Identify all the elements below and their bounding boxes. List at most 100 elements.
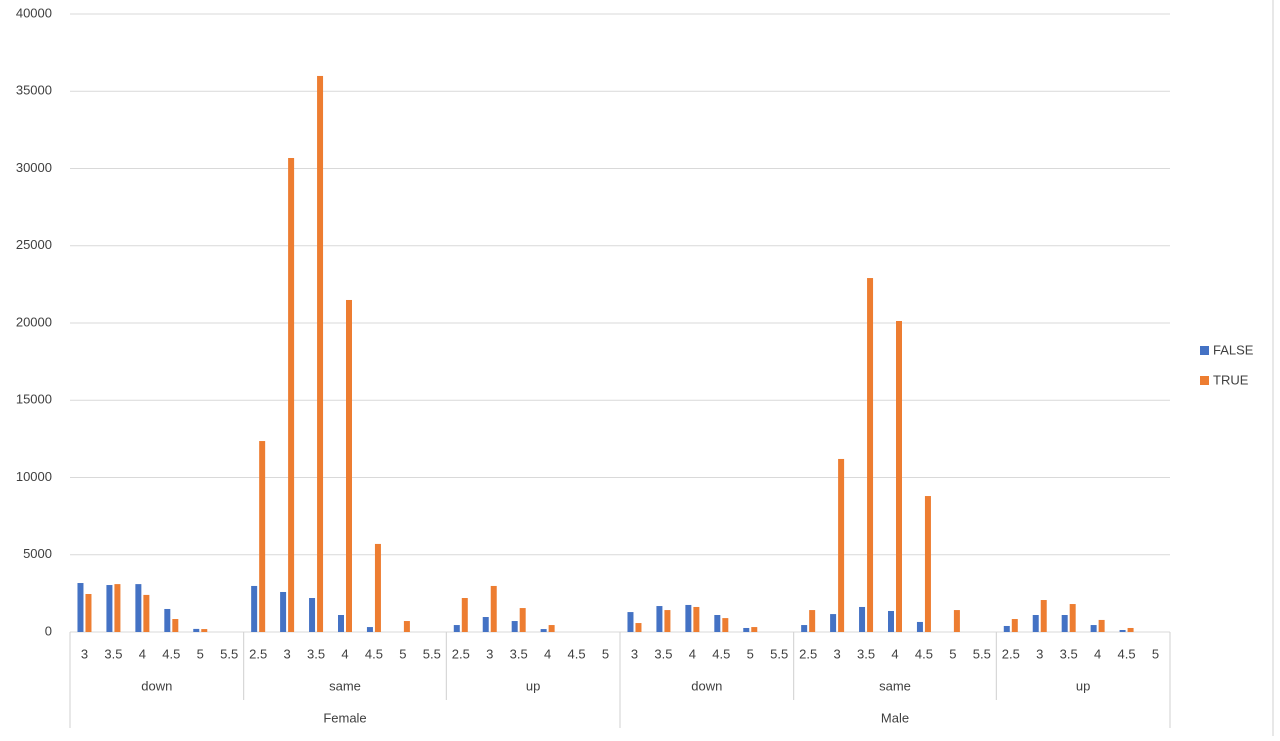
bar — [685, 604, 692, 632]
subgroup-label: up — [1076, 678, 1090, 693]
bar — [85, 593, 92, 632]
bar — [540, 629, 547, 632]
bar — [896, 320, 902, 632]
bar — [1061, 615, 1068, 632]
bar — [1127, 627, 1134, 632]
bar — [172, 619, 179, 632]
x-tick-label: 4 — [544, 646, 551, 661]
y-tick-label: 20000 — [16, 314, 52, 329]
bar — [888, 610, 894, 632]
bar — [924, 496, 931, 632]
bar — [374, 543, 381, 632]
x-tick-label: 5 — [602, 646, 609, 661]
legend-swatch — [1200, 346, 1209, 355]
bar — [809, 610, 816, 632]
bar — [143, 594, 150, 632]
bar — [135, 584, 142, 632]
bar — [801, 625, 808, 632]
x-tick-label: 2.5 — [1002, 646, 1020, 661]
bar — [251, 585, 258, 632]
y-tick-label: 25000 — [16, 237, 52, 252]
bar — [346, 299, 352, 632]
bar — [859, 606, 866, 632]
bar — [317, 75, 324, 633]
bar — [1040, 600, 1047, 632]
subgroup-label: down — [141, 678, 172, 693]
bar — [1119, 629, 1126, 632]
bar — [830, 614, 837, 632]
x-tick-label: 4.5 — [712, 646, 730, 661]
y-tick-label: 15000 — [16, 392, 52, 407]
x-tick-label: 3.5 — [307, 646, 325, 661]
bar — [338, 615, 344, 632]
x-tick-label: 3 — [1036, 646, 1043, 661]
x-tick-label: 5.5 — [423, 646, 441, 661]
bar — [693, 606, 700, 632]
x-tick-label: 5 — [399, 646, 406, 661]
y-tick-label: 10000 — [16, 469, 52, 484]
bar — [309, 598, 316, 632]
x-tick-label: 4.5 — [365, 646, 383, 661]
group-label: Female — [323, 710, 366, 725]
x-tick-label: 3.5 — [104, 646, 122, 661]
bar — [743, 627, 750, 632]
bar — [1098, 619, 1105, 632]
x-tick-label: 3 — [283, 646, 290, 661]
bar — [722, 618, 729, 632]
x-tick-label: 2.5 — [452, 646, 470, 661]
x-tick-label: 4.5 — [162, 646, 180, 661]
x-tick-label: 3.5 — [510, 646, 528, 661]
bar — [1011, 619, 1018, 632]
bar — [519, 608, 526, 632]
bar — [366, 627, 373, 632]
x-tick-label: 5.5 — [973, 646, 991, 661]
x-tick-label: 4 — [891, 646, 898, 661]
x-tick-label: 3.5 — [1060, 646, 1078, 661]
x-tick-label: 2.5 — [799, 646, 817, 661]
bar — [259, 441, 266, 632]
bar — [453, 625, 460, 632]
subgroup-label: down — [691, 678, 722, 693]
subgroup-label: same — [329, 678, 361, 693]
x-tick-label: 4.5 — [1118, 646, 1136, 661]
bar — [288, 157, 295, 632]
bar — [548, 625, 555, 632]
x-tick-label: 3 — [81, 646, 88, 661]
bar — [201, 629, 208, 632]
x-tick-label: 3 — [631, 646, 638, 661]
bar — [106, 585, 113, 632]
y-tick-label: 35000 — [16, 83, 52, 98]
bar — [953, 610, 960, 632]
legend-label: TRUE — [1213, 372, 1249, 387]
bar — [1069, 604, 1076, 632]
bar — [193, 628, 200, 632]
bar — [461, 598, 468, 632]
bar — [1003, 625, 1010, 632]
x-tick-label: 4 — [139, 646, 146, 661]
legend-label: FALSE — [1213, 342, 1254, 357]
x-tick-label: 3 — [833, 646, 840, 661]
x-tick-label: 2.5 — [249, 646, 267, 661]
x-tick-label: 5 — [949, 646, 956, 661]
bar — [664, 610, 671, 632]
bar — [403, 621, 410, 632]
bar — [280, 591, 287, 632]
x-tick-label: 4 — [689, 646, 696, 661]
bar — [1032, 615, 1039, 632]
subgroup-label: up — [526, 678, 540, 693]
bar — [838, 458, 845, 632]
bar — [635, 623, 642, 632]
x-tick-label: 5.5 — [770, 646, 788, 661]
bar — [867, 278, 874, 632]
bar — [164, 608, 171, 632]
bar — [511, 621, 518, 632]
x-tick-label: 4.5 — [915, 646, 933, 661]
y-tick-label: 5000 — [23, 546, 52, 561]
x-tick-label: 4 — [1094, 646, 1101, 661]
bar — [714, 615, 721, 632]
x-tick-label: 5.5 — [220, 646, 238, 661]
bar — [627, 612, 634, 632]
y-tick-label: 30000 — [16, 160, 52, 175]
y-tick-label: 40000 — [16, 5, 52, 20]
x-tick-label: 5 — [747, 646, 754, 661]
